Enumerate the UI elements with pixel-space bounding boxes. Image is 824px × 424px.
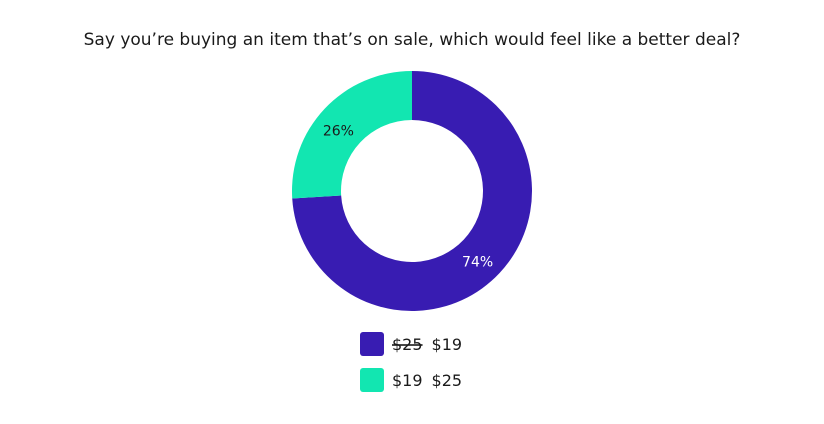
legend-part: $25 <box>432 371 463 390</box>
value-label: 74% <box>462 254 493 270</box>
legend-label: $19 $25 <box>392 371 462 390</box>
donut-slice <box>292 71 532 312</box>
legend-swatch <box>360 368 384 392</box>
legend-part: $19 <box>392 371 423 390</box>
value-label: 26% <box>323 124 354 140</box>
legend-part: $25 <box>392 335 423 354</box>
legend-label: $25 $19 <box>392 335 462 354</box>
legend-part: $19 <box>432 335 463 354</box>
legend-swatch <box>360 332 384 356</box>
donut-slice <box>292 71 412 199</box>
chart-title: Say you’re buying an item that’s on sale… <box>84 30 741 50</box>
